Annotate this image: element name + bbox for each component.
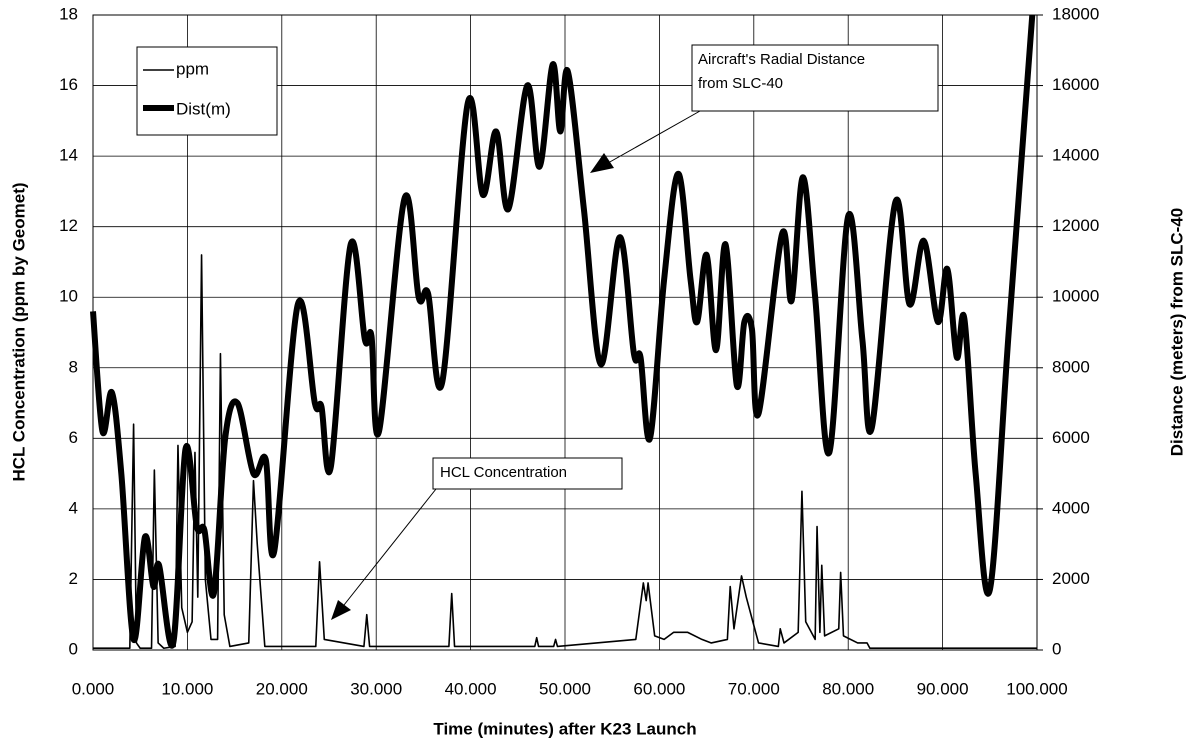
data-line <box>93 254 1037 650</box>
y-tick-label: 16 <box>59 75 78 94</box>
legend: ppm Dist(m) <box>136 46 278 136</box>
x-tick-label: 100.000 <box>1006 679 1067 698</box>
x-tick-label: 70.000 <box>728 679 780 698</box>
x-tick-label: 10.000 <box>161 679 213 698</box>
legend-box <box>136 46 278 136</box>
annotation-text: from SLC-40 <box>698 75 783 92</box>
x-tick-label: 60.000 <box>633 679 685 698</box>
annotation: HCL Concentration <box>331 457 623 620</box>
y-tick-label: 10 <box>59 287 78 306</box>
y-tick-label: 6 <box>69 428 78 447</box>
y-axis-title: HCL Concentration (ppm by Geomet) <box>9 182 28 481</box>
x-tick-label: 80.000 <box>822 679 874 698</box>
y2-axis-title: Distance (meters) from SLC-40 <box>1167 208 1186 456</box>
x-tick-label: 90.000 <box>917 679 969 698</box>
annotation-text: Aircraft's Radial Distance <box>698 51 865 68</box>
annotation-box <box>432 457 623 490</box>
data-line <box>90 14 1036 649</box>
x-tick-label: 0.000 <box>72 679 115 698</box>
grid: 0.000 10.000 20.000 30.000 40.000 50.000 60.00… <box>59 4 1099 698</box>
y2-tick-label: 12000 <box>1052 216 1099 235</box>
y2-tick-label: 2000 <box>1052 569 1090 588</box>
y2-tick-label: 8000 <box>1052 357 1090 376</box>
y-tick-label: 12 <box>59 216 78 235</box>
y-tick-label: 2 <box>69 569 78 588</box>
annotation: Aircraft's Radial Distance from SLC-40 <box>590 44 939 173</box>
arrow <box>607 110 701 164</box>
arrow-head <box>331 600 351 620</box>
legend-label: ppm <box>176 59 209 78</box>
arrow-head <box>590 153 614 173</box>
y2-tick-label: 16000 <box>1052 75 1099 94</box>
annotation-box <box>691 44 939 112</box>
y2-tick-label: 6000 <box>1052 428 1090 447</box>
y2-tick-label: 14000 <box>1052 146 1099 165</box>
annotation-text: HCL Concentration <box>440 464 567 481</box>
y2-tick-label: 0 <box>1052 639 1061 658</box>
arrow <box>343 488 437 606</box>
x-tick-label: 40.000 <box>445 679 497 698</box>
x-tick-label: 50.000 <box>539 679 591 698</box>
series <box>90 14 1037 650</box>
y2-tick-label: 10000 <box>1052 287 1099 306</box>
y2-tick-label: 18000 <box>1052 4 1099 23</box>
legend-label: Dist(m) <box>176 99 231 118</box>
x-tick-label: 20.000 <box>256 679 308 698</box>
x-tick-label: 30.000 <box>350 679 402 698</box>
y-tick-label: 18 <box>59 4 78 23</box>
y-tick-label: 0 <box>69 639 78 658</box>
x-axis-title: Time (minutes) after K23 Launch <box>433 719 696 738</box>
y2-tick-label: 4000 <box>1052 498 1090 517</box>
y-tick-label: 4 <box>69 498 78 517</box>
y-tick-label: 14 <box>59 146 78 165</box>
y-tick-label: 8 <box>69 357 78 376</box>
